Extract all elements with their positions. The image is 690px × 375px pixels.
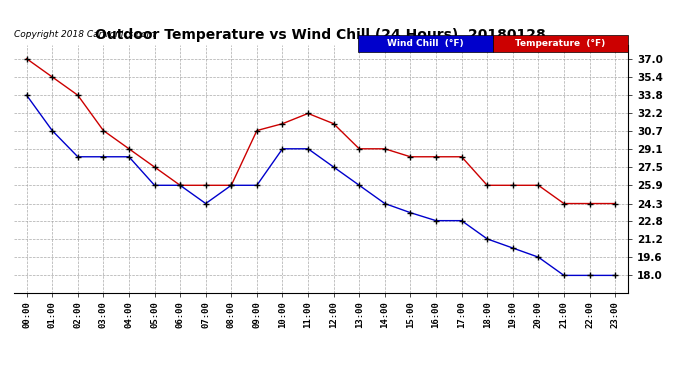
Title: Outdoor Temperature vs Wind Chill (24 Hours)  20180128: Outdoor Temperature vs Wind Chill (24 Ho… xyxy=(95,28,546,42)
FancyBboxPatch shape xyxy=(357,35,493,52)
FancyBboxPatch shape xyxy=(493,35,628,52)
Text: Wind Chill  (°F): Wind Chill (°F) xyxy=(387,39,464,48)
Text: Copyright 2018 Cartronics.com: Copyright 2018 Cartronics.com xyxy=(14,30,155,39)
Text: Temperature  (°F): Temperature (°F) xyxy=(515,39,605,48)
